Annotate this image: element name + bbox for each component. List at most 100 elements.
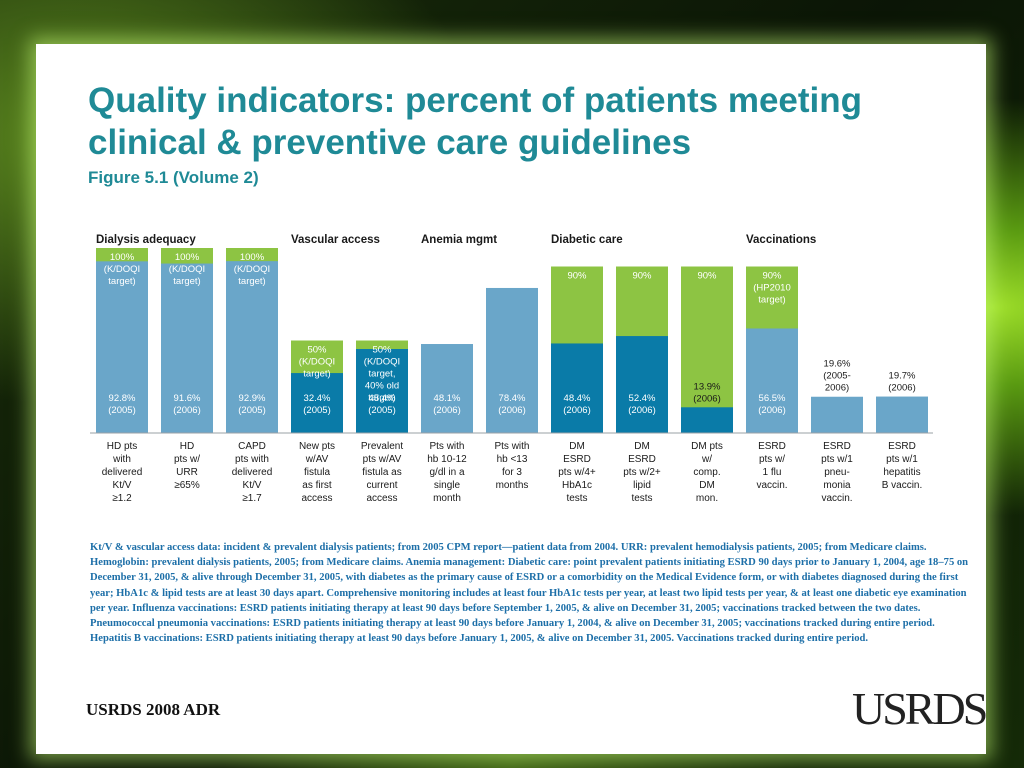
category-label: monia (823, 480, 851, 491)
category-label: pts w/1 (886, 454, 918, 465)
category-label: ≥1.2 (112, 493, 132, 504)
category-label: ESRD (563, 454, 591, 465)
target-label: (K/DOQI (299, 357, 335, 368)
category-label: ESRD (628, 454, 656, 465)
target-label: (K/DOQI (364, 357, 400, 368)
group-header: Vaccinations (746, 234, 816, 246)
target-label: 90% (697, 271, 717, 282)
category-label: DM (634, 441, 650, 452)
value-label: (2006) (758, 405, 785, 416)
category-label: lipid (633, 480, 651, 491)
category-label: CAPD (238, 441, 266, 452)
category-label: fistula as (362, 467, 401, 478)
value-bar (876, 396, 928, 433)
category-label: with (112, 454, 131, 465)
target-label: (K/DOQI (104, 264, 140, 275)
category-label: ESRD (888, 441, 916, 452)
category-label: pts w/4+ (558, 467, 596, 478)
category-label: ≥65% (174, 480, 200, 491)
value-bar (616, 336, 668, 433)
category-label: ≥1.7 (242, 493, 262, 504)
target-label: 100% (175, 252, 200, 263)
category-label: Kt/V (243, 480, 262, 491)
category-label: pts w/2+ (623, 467, 661, 478)
category-label: HD pts (107, 441, 138, 452)
value-label: 91.6% (174, 393, 201, 404)
value-bar (161, 263, 213, 433)
value-label: (2006) (628, 405, 655, 416)
category-label: w/ (701, 454, 712, 465)
value-bar (551, 343, 603, 433)
value-label: 48.4% (564, 393, 591, 404)
target-label: 100% (240, 252, 265, 263)
category-label: months (496, 480, 529, 491)
target-label: target) (303, 369, 330, 380)
target-label: target) (108, 276, 135, 287)
group-header: Vascular access (291, 234, 380, 246)
value-label: 56.5% (759, 393, 786, 404)
category-label: DM (569, 441, 585, 452)
chart-layer: Dialysis adequacy Vascular access Anemia m… (90, 234, 933, 504)
category-label: Pts with (429, 441, 464, 452)
category-label: as first (302, 480, 332, 491)
category-label: month (433, 493, 461, 504)
category-label: vaccin. (821, 493, 852, 504)
value-bar (746, 328, 798, 433)
category-label: fistula (304, 467, 331, 478)
category-label: vaccin. (756, 480, 787, 491)
category-label: w/AV (305, 454, 329, 465)
value-label: 92.9% (239, 393, 266, 404)
value-bar (486, 287, 538, 433)
category-label: pts with (235, 454, 269, 465)
category-label: hepatitis (883, 467, 920, 478)
target-label: 50% (372, 345, 392, 356)
target-label: (K/DOQI (234, 264, 270, 275)
category-label: single (434, 480, 461, 491)
value-label: (2005- (823, 371, 850, 382)
target-bar (681, 266, 733, 433)
value-label: 2006) (825, 383, 849, 394)
value-bar (356, 349, 408, 433)
category-label: comp. (693, 467, 720, 478)
page-title: Quality indicators: percent of patients … (88, 81, 863, 162)
category-label: pts w/ (174, 454, 200, 465)
value-label: 19.6% (824, 359, 851, 370)
category-label: pts w/ (759, 454, 785, 465)
category-label: delivered (232, 467, 273, 478)
category-label: URR (176, 467, 198, 478)
value-label: 45.4% (369, 393, 396, 404)
category-label: tests (566, 493, 587, 504)
value-label: 92.8% (109, 393, 136, 404)
category-label: pts w/1 (821, 454, 853, 465)
category-label: access (301, 493, 332, 504)
value-bar (811, 396, 863, 433)
target-label: 50% (307, 345, 327, 356)
category-label: ESRD (758, 441, 786, 452)
value-label: (2005) (108, 405, 135, 416)
category-label: HD (180, 441, 194, 452)
category-label: pneu- (824, 467, 850, 478)
category-label: ESRD (823, 441, 851, 452)
category-label: hb 10-12 (427, 454, 467, 465)
category-label: tests (631, 493, 652, 504)
category-label: 1 flu (763, 467, 782, 478)
category-label: access (366, 493, 397, 504)
value-bar (291, 373, 343, 433)
category-label: delivered (102, 467, 143, 478)
value-label: (2006) (563, 405, 590, 416)
category-label: hb <13 (497, 454, 528, 465)
category-label: for 3 (502, 467, 522, 478)
footer-label: USRDS 2008 ADR (86, 700, 221, 719)
value-bar (421, 344, 473, 433)
value-bar (226, 261, 278, 433)
target-label: 40% old (365, 381, 399, 392)
target-label: 90% (762, 271, 782, 282)
value-label: (2005) (238, 405, 265, 416)
value-label: (2005) (303, 405, 330, 416)
target-label: target) (758, 295, 785, 306)
category-label: DM pts (691, 441, 723, 452)
value-label: (2006) (173, 405, 200, 416)
group-header: Diabetic care (551, 234, 623, 246)
category-label: g/dl in a (429, 467, 464, 478)
